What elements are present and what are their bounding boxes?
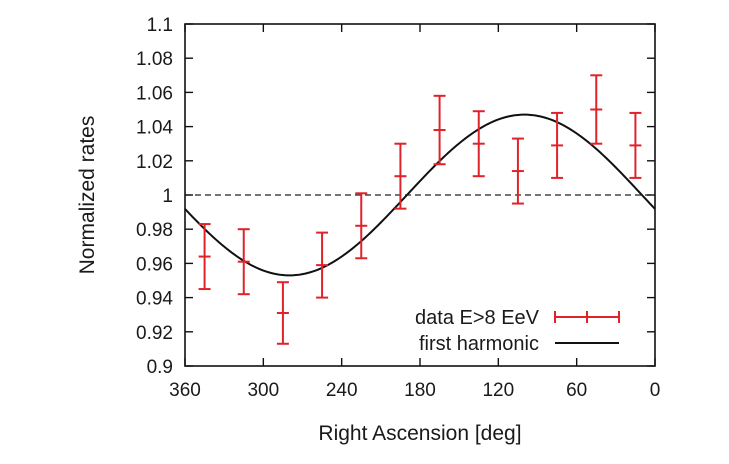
first-harmonic-line — [184, 113, 656, 277]
x-tick-label: 180 — [404, 380, 436, 401]
curve-layer — [184, 113, 656, 277]
x-tick-label: 60 — [566, 380, 587, 401]
x-axis-title: Right Ascension [deg] — [318, 422, 521, 445]
data-point-5 — [394, 142, 407, 210]
y-tick-label: 1.1 — [147, 15, 173, 36]
y-axis-title: Normalized rates — [76, 116, 99, 275]
y-tick-label: 0.94 — [136, 289, 173, 310]
y-tick-label: 1.02 — [136, 152, 173, 173]
data-point-2 — [276, 281, 289, 345]
y-tick-label: 1.06 — [136, 83, 173, 104]
data-point-9 — [551, 111, 564, 179]
y-tick-label: 1.04 — [136, 118, 173, 139]
x-tick-label: 240 — [326, 380, 358, 401]
data-points-layer — [198, 74, 642, 345]
data-point-0 — [198, 223, 211, 291]
axis-ticks: 360 300 240 180 120 60 0 0.9 0.92 0.94 0.96 0.98 1 1.… — [136, 15, 660, 401]
y-tick-label: 0.98 — [136, 220, 173, 241]
legend-label-first-harmonic: first harmonic — [419, 333, 539, 355]
data-point-11 — [629, 111, 642, 179]
y-tick-label: 1.08 — [136, 49, 173, 70]
data-point-10 — [590, 74, 603, 145]
x-tick-label: 360 — [169, 380, 201, 401]
y-tick-label: 1 — [162, 186, 173, 207]
x-tick-label: 120 — [482, 380, 514, 401]
data-point-7 — [472, 110, 485, 178]
data-point-8 — [511, 137, 524, 205]
x-tick-label: 0 — [650, 380, 661, 401]
data-point-4 — [355, 192, 368, 260]
y-tick-label: 0.92 — [136, 323, 173, 344]
x-tick-label: 300 — [247, 380, 279, 401]
legend: data E>8 EeV first harmonic — [415, 307, 620, 355]
y-tick-label: 0.9 — [147, 357, 173, 378]
y-tick-label: 0.96 — [136, 254, 173, 275]
data-point-3 — [316, 231, 329, 299]
data-point-6 — [433, 94, 446, 166]
legend-label-data: data E>8 EeV — [415, 307, 540, 329]
data-point-1 — [237, 228, 250, 296]
